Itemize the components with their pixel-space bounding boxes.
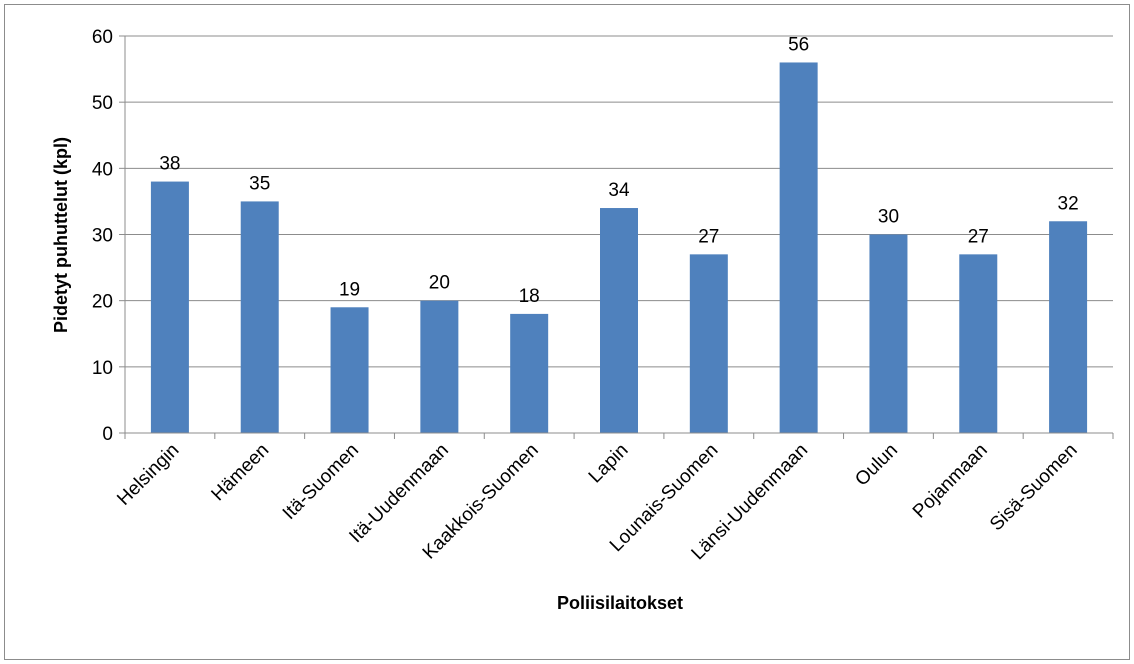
bar bbox=[150, 181, 189, 433]
y-axis-title: Pidetyt puhuttelut (kpl) bbox=[51, 137, 71, 333]
x-tick-label: Hämeen bbox=[208, 440, 274, 506]
y-tick-label: 20 bbox=[92, 292, 113, 313]
data-label: 20 bbox=[429, 273, 450, 294]
data-label: 18 bbox=[519, 286, 540, 307]
chart-frame bbox=[4, 4, 1130, 660]
data-label: 34 bbox=[608, 180, 630, 201]
bar bbox=[1049, 221, 1088, 433]
data-label: 19 bbox=[339, 279, 360, 300]
y-tick-label: 30 bbox=[92, 226, 113, 247]
bar bbox=[600, 208, 638, 433]
x-tick-label: Helsingin bbox=[113, 440, 183, 510]
y-tick-label: 40 bbox=[92, 159, 113, 180]
x-tick-label: Pojanmaan bbox=[909, 440, 992, 523]
bar bbox=[869, 234, 908, 433]
y-tick-label: 60 bbox=[92, 27, 113, 48]
bar bbox=[779, 62, 818, 433]
y-tick-label: 50 bbox=[92, 93, 113, 114]
data-label: 30 bbox=[878, 207, 899, 228]
data-label: 27 bbox=[698, 226, 719, 247]
data-labels: 38 35 19 20 18 34 27 56 30 27 32 bbox=[159, 34, 1078, 306]
y-axis-ticks: 0 10 20 30 40 50 60 bbox=[92, 27, 125, 445]
data-label: 38 bbox=[159, 154, 180, 175]
bar bbox=[510, 313, 549, 433]
x-tick-label: Lapin bbox=[585, 440, 633, 488]
gridlines bbox=[125, 35, 1113, 368]
bars bbox=[150, 62, 1088, 433]
y-tick-label: 0 bbox=[102, 424, 113, 445]
data-label: 56 bbox=[788, 34, 809, 55]
x-tick-label: Itä-Suomen bbox=[279, 440, 363, 524]
bar bbox=[330, 307, 369, 433]
bar bbox=[959, 254, 998, 433]
bar bbox=[240, 201, 279, 433]
data-label: 32 bbox=[1058, 193, 1079, 214]
x-tick-label: Sisä-Suomen bbox=[986, 440, 1082, 536]
x-axis-ticks: Helsingin Hämeen Itä-SuomenItä-UudenmaanKa… bbox=[113, 433, 1114, 564]
bar bbox=[689, 254, 728, 433]
y-tick-label: 10 bbox=[92, 358, 113, 379]
bar bbox=[420, 300, 459, 433]
data-label: 35 bbox=[249, 173, 270, 194]
x-tick-label: Oulun bbox=[851, 440, 902, 491]
data-label: 27 bbox=[968, 226, 989, 247]
x-axis-title: Poliisilaitokset bbox=[557, 593, 683, 613]
